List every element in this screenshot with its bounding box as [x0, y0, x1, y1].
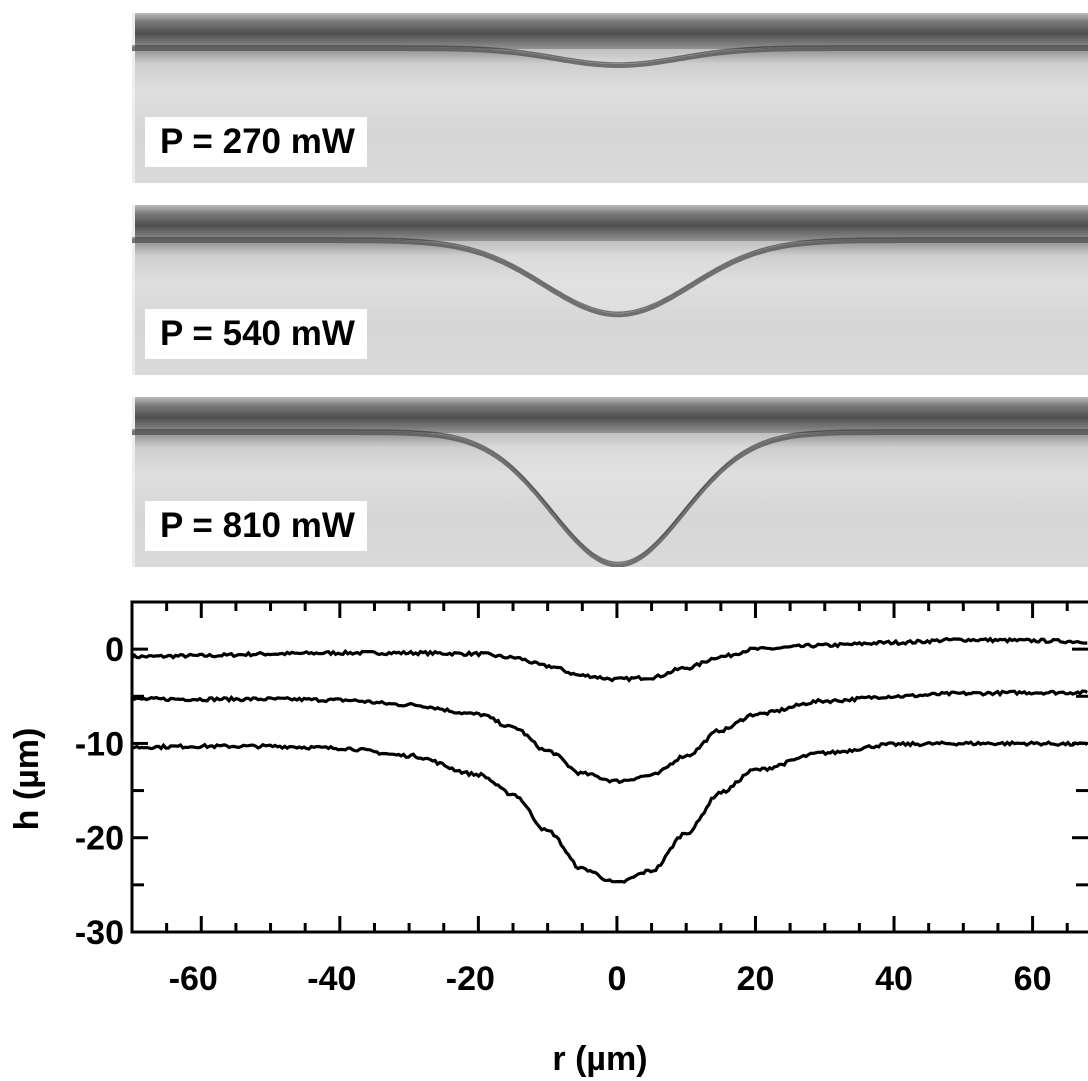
- x-axis-label: r (µm): [552, 1040, 647, 1078]
- power-label: P = 810 mW: [145, 501, 367, 551]
- x-tick-label: 20: [737, 960, 775, 998]
- y-tick-label: -10: [75, 725, 124, 763]
- micrograph-panel-540mw: P = 540 mW: [132, 205, 1088, 375]
- x-tick-label: -60: [169, 960, 218, 998]
- x-tick-label: 60: [1014, 960, 1052, 998]
- x-tick-label: -40: [307, 960, 356, 998]
- x-tick-label: -20: [446, 960, 495, 998]
- micrograph-panel-270mw: P = 270 mW: [132, 13, 1088, 183]
- micrograph-panel-810mw: P = 810 mW: [132, 397, 1088, 567]
- power-label: P = 540 mW: [145, 309, 367, 359]
- profile-curve-2: [131, 689, 1088, 785]
- x-tick-label: 0: [607, 960, 626, 998]
- ticks-layer: [130, 600, 1088, 934]
- profile-curve-1: [130, 636, 1088, 683]
- tick-labels: -60 -40 -20 0 20 40 60 0 -10 -20 -30: [75, 631, 1052, 998]
- y-axis-label: h (µm): [8, 728, 46, 831]
- height-profile-chart: -60 -40 -20 0 20 40 60 0 -10 -20 -30 r (µm) h (µm): [8, 600, 1088, 1078]
- plot-frame: [130, 600, 1088, 934]
- y-tick-label: 0: [105, 631, 124, 669]
- curves-layer: [130, 636, 1088, 884]
- power-label: P = 270 mW: [145, 117, 367, 167]
- profile-curve-3: [131, 740, 1088, 884]
- y-tick-label: -30: [75, 914, 124, 952]
- y-tick-label: -20: [75, 820, 124, 858]
- x-tick-label: 40: [875, 960, 913, 998]
